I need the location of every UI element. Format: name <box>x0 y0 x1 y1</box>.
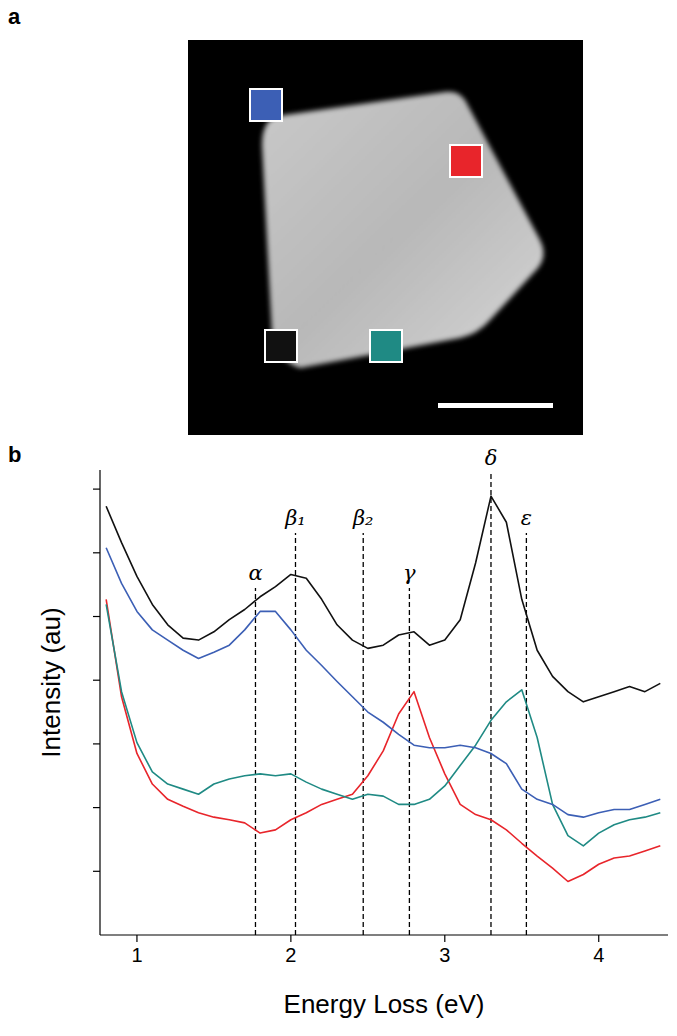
region-marker <box>265 330 297 362</box>
spectrum-line <box>106 599 660 881</box>
y-tick <box>93 743 100 744</box>
region-marker <box>450 145 482 177</box>
x-tick <box>444 935 445 942</box>
spectrum-line <box>106 604 660 845</box>
region-marker <box>250 89 282 121</box>
panel-label: b <box>8 442 21 467</box>
x-tick-label: 2 <box>285 944 296 966</box>
annotation-label: γ <box>403 561 416 585</box>
annotation-line <box>363 533 364 935</box>
y-axis <box>99 470 100 935</box>
annotation-label: β₂ <box>352 506 374 530</box>
annotations <box>255 473 526 935</box>
x-tick-label: 1 <box>131 944 142 966</box>
scale-bar <box>438 403 553 408</box>
annotation-label: α <box>248 561 262 585</box>
annotation-line <box>255 588 256 935</box>
x-axis <box>100 934 668 935</box>
annotation-line <box>526 533 527 935</box>
x-tick-label: 3 <box>439 944 450 966</box>
nanoparticle <box>262 92 544 368</box>
y-tick <box>93 871 100 872</box>
annotation-line <box>295 533 296 935</box>
y-tick <box>93 552 100 553</box>
y-tick <box>93 680 100 681</box>
y-tick <box>93 489 100 490</box>
x-axis-title: Energy Loss (eV) <box>284 989 485 1019</box>
x-tick <box>136 935 137 942</box>
x-tick <box>598 935 599 942</box>
y-axis-title: Intensity (au) <box>36 607 66 757</box>
spectrum-line <box>106 548 660 817</box>
annotation-line <box>490 473 491 935</box>
spectra <box>106 496 660 881</box>
micrograph-background <box>188 40 583 435</box>
panel-label: a <box>8 4 21 29</box>
annotation-label: β₁ <box>284 506 306 530</box>
annotation-label: ε <box>521 506 532 530</box>
spectrum-line <box>106 496 660 702</box>
y-tick <box>93 807 100 808</box>
x-tick-label: 4 <box>593 944 604 966</box>
region-marker <box>370 330 402 362</box>
figure: a b α β₁ β₂ γ δ ε 1 2 3 4 Energy Loss (eV) Intensity … <box>0 0 677 1036</box>
annotation-line <box>409 588 410 935</box>
y-tick <box>93 616 100 617</box>
x-tick <box>290 935 291 942</box>
annotation-label: δ <box>485 446 498 470</box>
